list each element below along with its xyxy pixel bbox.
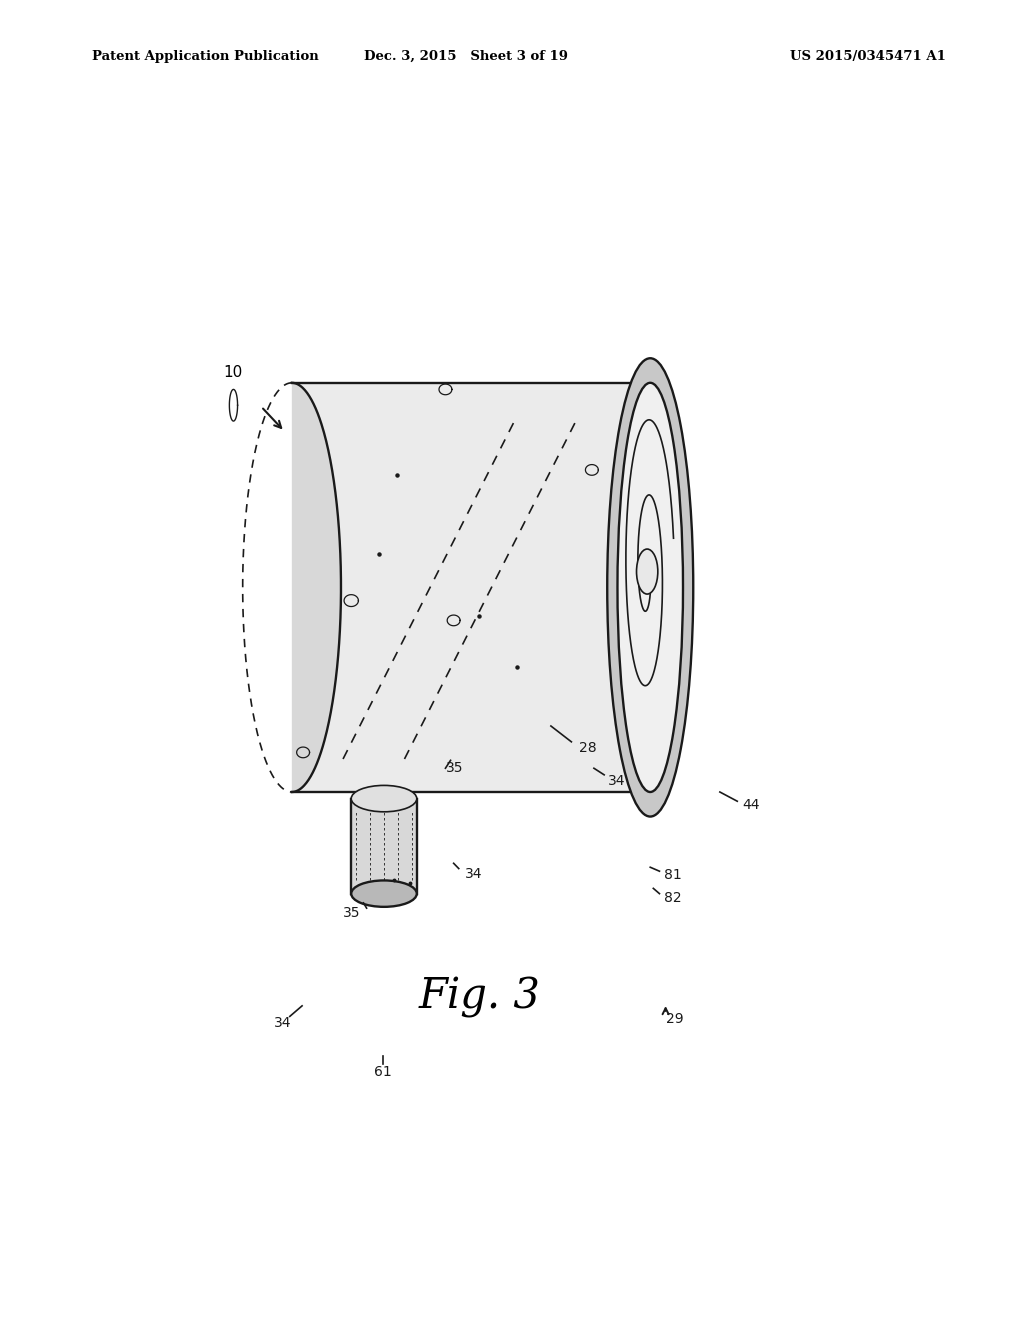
Text: 35: 35 — [343, 907, 360, 920]
Ellipse shape — [351, 880, 417, 907]
Ellipse shape — [351, 785, 417, 812]
Text: Patent Application Publication: Patent Application Publication — [92, 50, 318, 63]
Text: 34: 34 — [608, 775, 626, 788]
Text: 34: 34 — [273, 1016, 292, 1030]
Text: 44: 44 — [742, 799, 760, 812]
Ellipse shape — [607, 358, 693, 817]
Text: 81: 81 — [664, 869, 681, 882]
Ellipse shape — [637, 549, 657, 594]
Polygon shape — [292, 383, 341, 792]
Text: 35: 35 — [445, 762, 464, 775]
Polygon shape — [292, 383, 650, 792]
Polygon shape — [351, 799, 417, 894]
Text: Dec. 3, 2015   Sheet 3 of 19: Dec. 3, 2015 Sheet 3 of 19 — [364, 50, 568, 63]
Text: 82: 82 — [664, 891, 681, 904]
Text: US 2015/0345471 A1: US 2015/0345471 A1 — [791, 50, 946, 63]
Text: 29: 29 — [666, 1012, 683, 1026]
Text: Fig. 3: Fig. 3 — [418, 975, 541, 1018]
Text: 61: 61 — [374, 1065, 392, 1078]
Ellipse shape — [617, 383, 683, 792]
Text: 28: 28 — [579, 742, 596, 755]
Text: 10: 10 — [223, 364, 243, 380]
Text: 34: 34 — [465, 867, 482, 880]
